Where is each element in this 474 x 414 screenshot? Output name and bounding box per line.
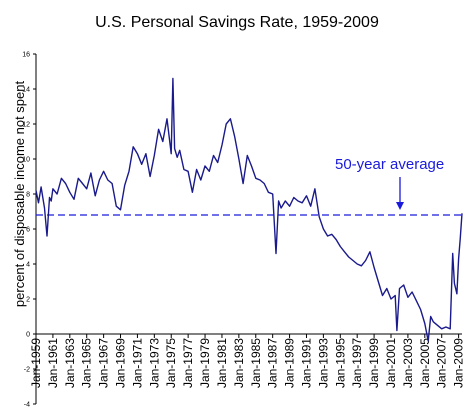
x-tick-label: Jan-1983 xyxy=(232,338,246,388)
x-tick-label: Jan-1959 xyxy=(29,338,43,388)
y-axis-label: percent of disposable income not spent xyxy=(12,81,27,308)
x-tick-label: Jan-1979 xyxy=(198,338,212,388)
x-tick-label: Jan-1981 xyxy=(215,338,229,388)
savings-rate-line xyxy=(35,77,463,342)
x-tick-label: Jan-1987 xyxy=(266,338,280,388)
chart-title: U.S. Personal Savings Rate, 1959-2009 xyxy=(95,14,379,31)
y-tick-label: 14 xyxy=(22,87,30,94)
x-tick-label: Jan-1995 xyxy=(333,338,347,388)
x-tick-label: Jan-1999 xyxy=(367,338,381,388)
x-tick-label: Jan-1963 xyxy=(63,338,77,388)
x-tick-label: Jan-2005 xyxy=(418,338,432,388)
y-tick-label: 12 xyxy=(22,122,30,129)
x-tick-label: Jan-1977 xyxy=(181,338,195,388)
x-tick-label: Jan-1971 xyxy=(130,338,144,388)
y-tick-label: 10 xyxy=(22,157,30,164)
x-tick-label: Jan-2009 xyxy=(452,338,466,388)
x-tick-label: Jan-1973 xyxy=(147,338,161,388)
x-tick-label: Jan-1961 xyxy=(46,338,60,388)
x-tick-label: Jan-1975 xyxy=(164,338,178,388)
x-tick-label: Jan-2007 xyxy=(435,338,449,388)
x-tick-label: Jan-1969 xyxy=(114,338,128,388)
y-tick-label: -2 xyxy=(24,367,30,374)
x-tick-label: Jan-1989 xyxy=(283,338,297,388)
x-tick-label: Jan-1993 xyxy=(316,338,330,388)
x-tick-label: Jan-2001 xyxy=(384,338,398,388)
x-tick-label: Jan-1967 xyxy=(97,338,111,388)
y-tick-label: 2 xyxy=(26,297,30,304)
y-tick-label: -4 xyxy=(24,402,30,409)
average-label: 50-year average xyxy=(335,156,444,173)
x-tick-label: Jan-1997 xyxy=(350,338,364,388)
y-tick-label: 16 xyxy=(22,52,30,59)
average-arrow-head xyxy=(396,202,404,210)
y-tick-label: 6 xyxy=(26,227,30,234)
x-tick-label: Jan-1991 xyxy=(299,338,313,388)
x-tick-label: Jan-2003 xyxy=(401,338,415,388)
y-tick-label: 8 xyxy=(26,192,30,199)
y-tick-label: 0 xyxy=(26,332,30,339)
x-tick-label: Jan-1965 xyxy=(80,338,94,388)
y-tick-label: 4 xyxy=(26,262,30,269)
x-tick-label: Jan-1985 xyxy=(249,338,263,388)
